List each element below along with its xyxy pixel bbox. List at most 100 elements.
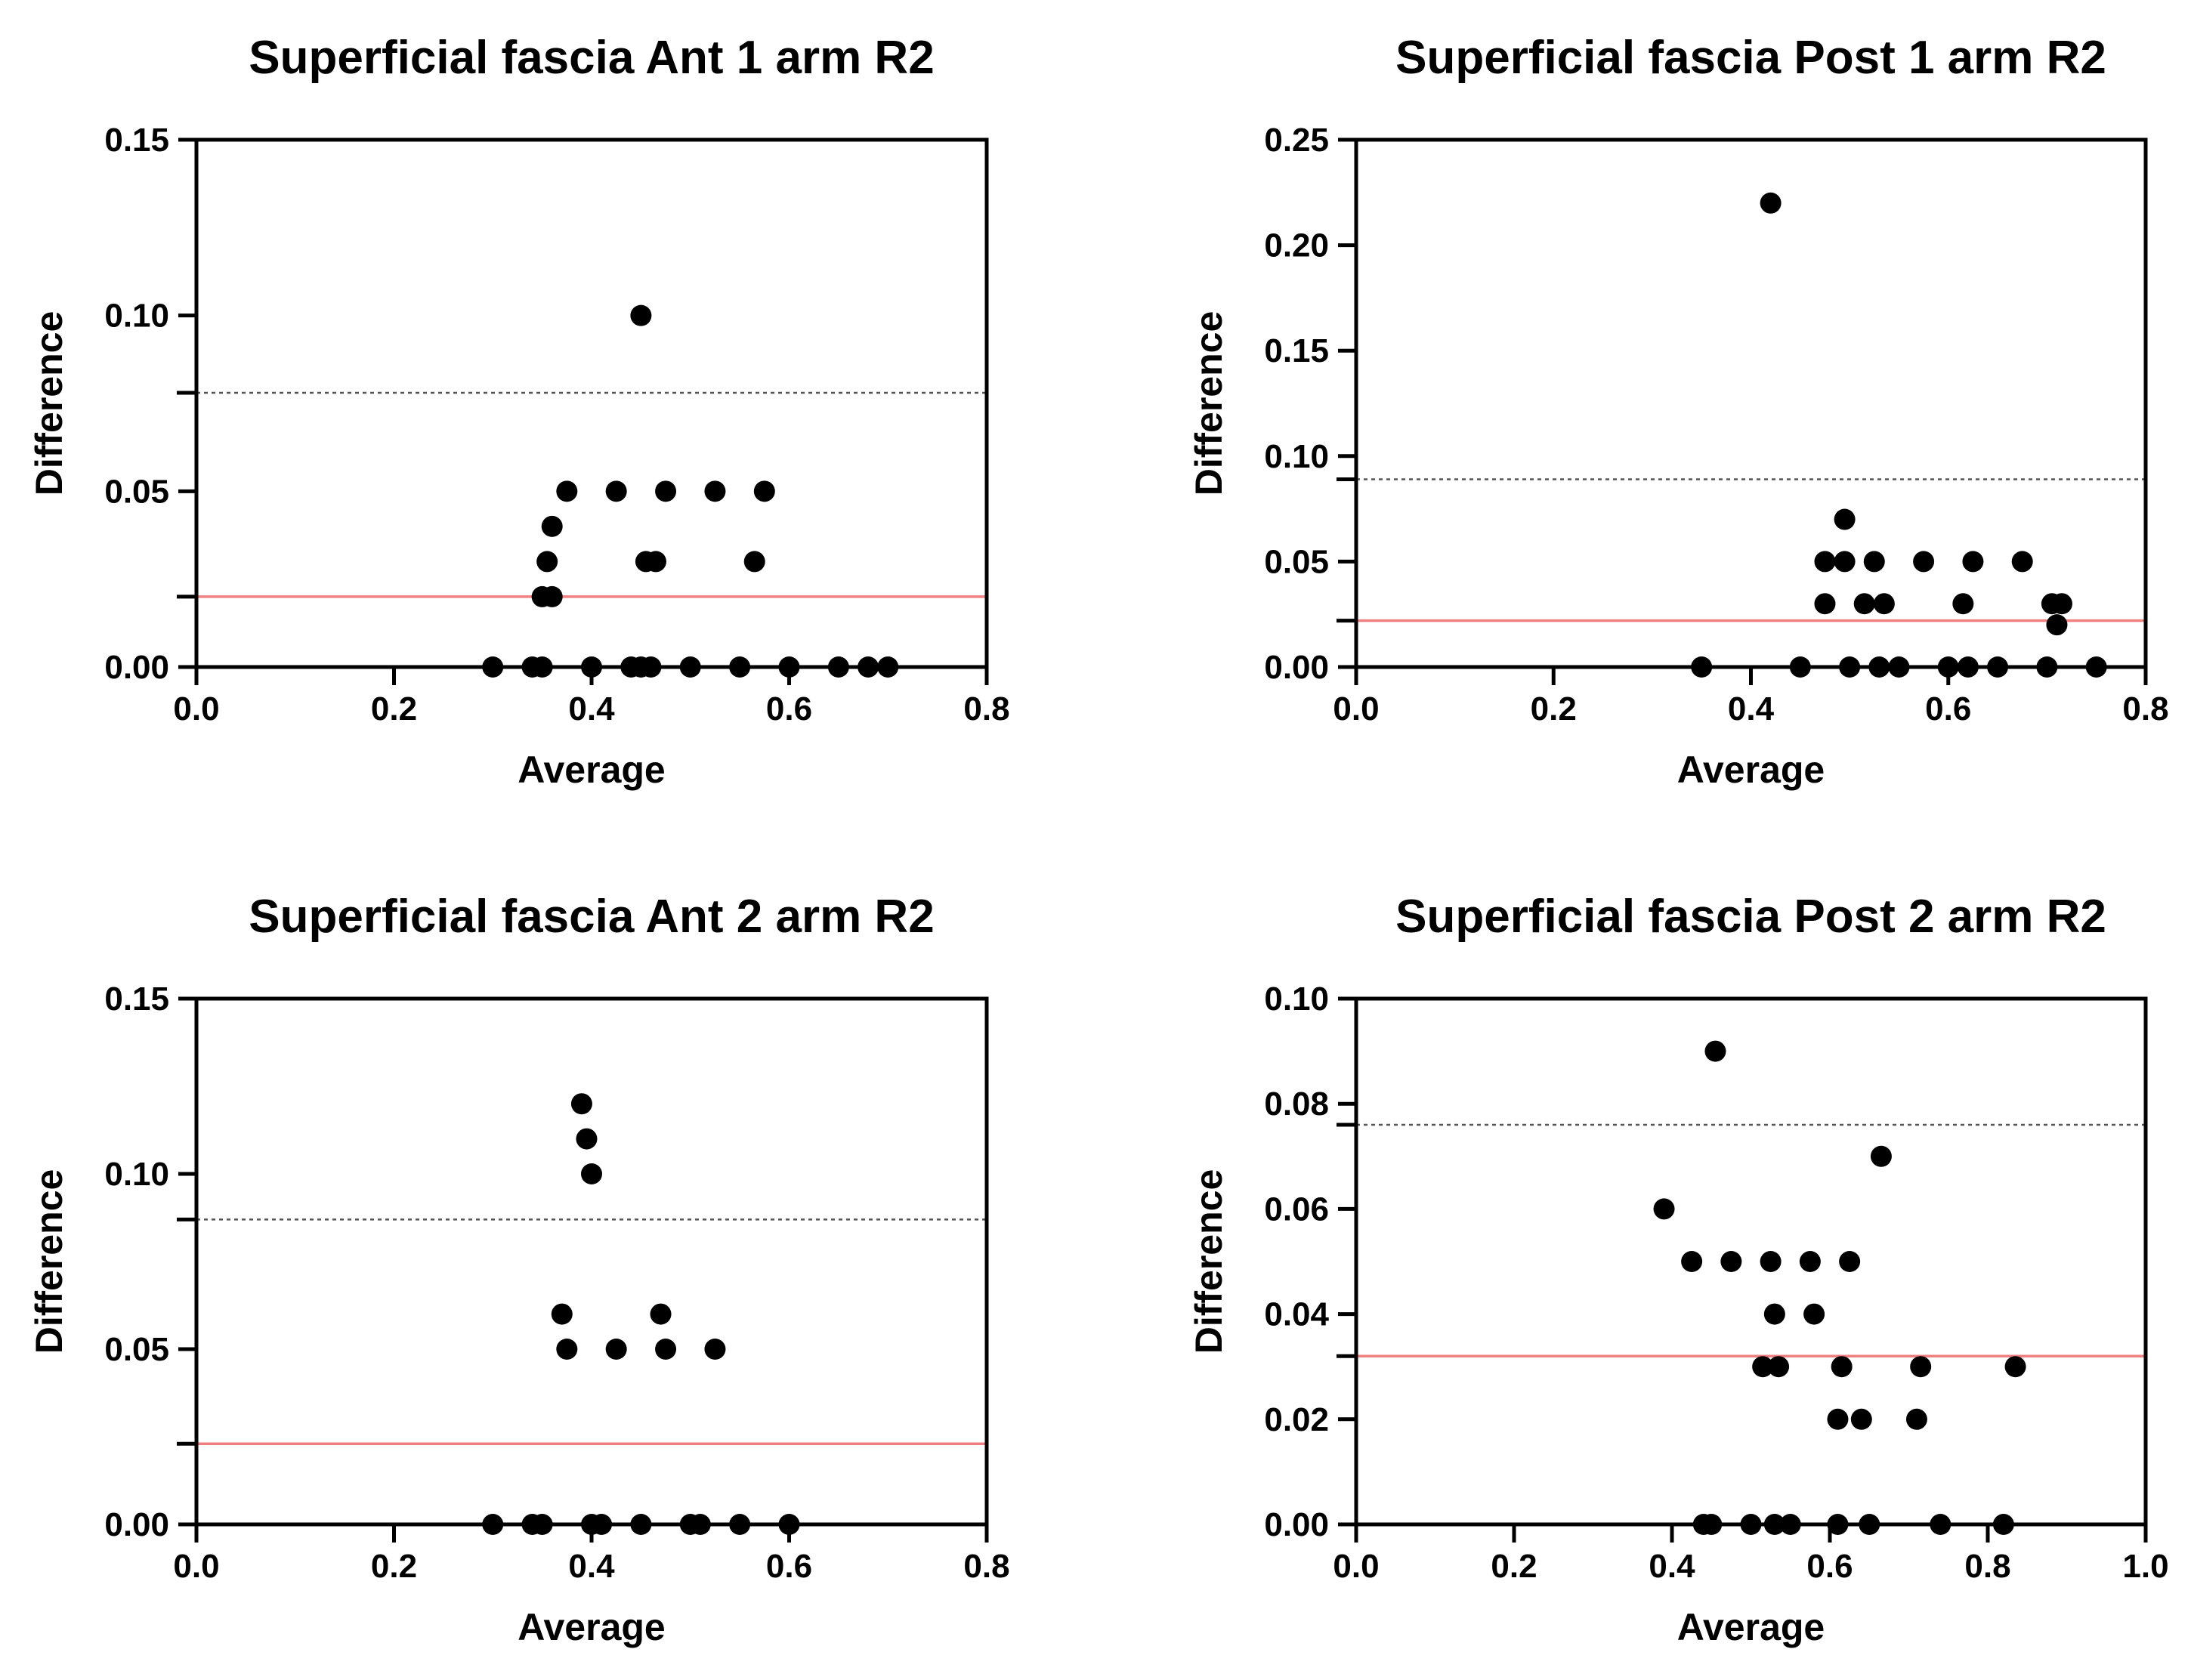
data-point: [644, 551, 666, 573]
data-point: [1910, 1356, 1932, 1378]
x-tick-label: 0.4: [568, 1548, 615, 1585]
data-point: [655, 1339, 677, 1360]
data-point: [1834, 551, 1856, 573]
x-tick-label: 0.6: [766, 690, 812, 727]
data-point: [778, 1514, 800, 1535]
data-point: [2050, 593, 2072, 615]
chart-title: Superficial fascia Post 1 arm R2: [1395, 32, 2106, 84]
data-point: [581, 1163, 602, 1184]
y-tick-label: 0.05: [1264, 543, 1329, 580]
chart-panel-1: Superficial fascia Ant 1 arm R2 0.0 0.2 0.4…: [28, 32, 1010, 791]
x-axis-label: Average: [518, 1606, 665, 1648]
data-point: [1957, 656, 1979, 678]
data-point: [2036, 656, 2058, 678]
plot-frame: [1354, 996, 2148, 1527]
data-point: [1760, 1251, 1782, 1272]
x-tick-label: 0.2: [1531, 690, 1577, 727]
data-point: [1839, 656, 1861, 678]
y-tick-label: 0.06: [1264, 1191, 1329, 1228]
y-tick-label: 0.05: [104, 473, 169, 510]
data-point: [1814, 551, 1836, 573]
data-point: [541, 515, 563, 537]
data-point: [753, 480, 775, 502]
data-point: [570, 1093, 592, 1115]
y-tick-label: 0.04: [1264, 1296, 1329, 1333]
data-point: [531, 656, 553, 678]
x-tick-label: 0.0: [1333, 1548, 1379, 1585]
data-point: [482, 656, 504, 678]
x-tick-label: 0.0: [173, 690, 219, 727]
data-point: [1789, 656, 1811, 678]
data-point: [640, 656, 662, 678]
data-point: [1850, 1408, 1872, 1430]
y-tick-label: 0.00: [1264, 1506, 1329, 1543]
data-point: [1863, 551, 1885, 573]
y-tick-label: 0.15: [104, 122, 169, 159]
data-point: [778, 656, 800, 678]
data-point: [729, 1514, 751, 1535]
x-tick-label: 0.8: [963, 1548, 1009, 1585]
y-tick-label: 0.00: [104, 649, 169, 686]
data-point: [2011, 551, 2033, 573]
data-point: [1653, 1198, 1675, 1220]
data-point: [1681, 1251, 1703, 1272]
y-tick-label: 0.10: [1264, 981, 1329, 1018]
data-point: [1799, 1251, 1821, 1272]
data-point: [1888, 656, 1910, 678]
y-tick-label: 0.10: [104, 1156, 169, 1193]
x-tick-label: 0.6: [1806, 1548, 1853, 1585]
x-tick-label: 1.0: [2122, 1548, 2168, 1585]
data-point: [556, 1339, 578, 1360]
y-tick-label: 0.10: [1264, 438, 1329, 475]
x-tick-label: 0.4: [568, 690, 615, 727]
data-point: [1827, 1408, 1849, 1430]
data-point: [1827, 1514, 1849, 1535]
y-axis-label: Difference: [28, 1169, 70, 1354]
y-axis-label: Difference: [1188, 1169, 1230, 1354]
data-point: [2046, 614, 2068, 636]
data-point: [655, 480, 677, 502]
data-point: [1834, 508, 1856, 530]
data-point: [605, 1339, 627, 1360]
y-axis-label: Difference: [28, 311, 70, 496]
x-tick-label: 0.4: [1649, 1548, 1695, 1585]
y-tick-label: 0.02: [1264, 1401, 1329, 1438]
data-point: [541, 585, 563, 607]
plot-frame: [194, 996, 989, 1527]
y-tick-label: 0.20: [1264, 227, 1329, 264]
chart-panel-4: Superficial fascia Post 2 arm R2 0.0 0.2 0.…: [1188, 891, 2169, 1648]
data-point: [704, 1339, 726, 1360]
x-axis-label: Average: [518, 749, 665, 791]
data-point: [1987, 656, 2009, 678]
data-point: [1962, 551, 1984, 573]
data-point: [1839, 1251, 1861, 1272]
data-point: [1691, 656, 1713, 678]
data-point: [536, 551, 558, 573]
y-tick-label: 0.15: [104, 981, 169, 1018]
data-point: [827, 656, 849, 678]
x-tick-label: 0.0: [1333, 690, 1379, 727]
y-tick-label: 0.00: [104, 1506, 169, 1543]
x-tick-label: 0.6: [766, 1548, 812, 1585]
x-tick-label: 0.2: [371, 690, 417, 727]
data-point: [556, 480, 578, 502]
y-tick-label: 0.00: [1264, 649, 1329, 686]
x-tick-label: 0.4: [1728, 690, 1775, 727]
x-tick-label: 0.8: [1964, 1548, 2010, 1585]
y-tick-label: 0.10: [104, 298, 169, 335]
x-axis-label: Average: [1677, 749, 1825, 791]
data-point: [2004, 1356, 2026, 1378]
data-point: [1870, 1145, 1892, 1167]
chart-panel-2: Superficial fascia Post 1 arm R2 0.0 0.2 0.…: [1188, 32, 2169, 791]
data-point: [1701, 1514, 1723, 1535]
data-point: [581, 656, 602, 678]
y-tick-label: 0.15: [1264, 332, 1329, 369]
data-point: [591, 1514, 613, 1535]
chart-title: Superficial fascia Post 2 arm R2: [1395, 891, 2106, 943]
data-point: [1868, 656, 1890, 678]
data-point: [630, 1514, 652, 1535]
data-point: [1859, 1514, 1880, 1535]
x-tick-label: 0.2: [1491, 1548, 1537, 1585]
data-point: [630, 304, 652, 326]
